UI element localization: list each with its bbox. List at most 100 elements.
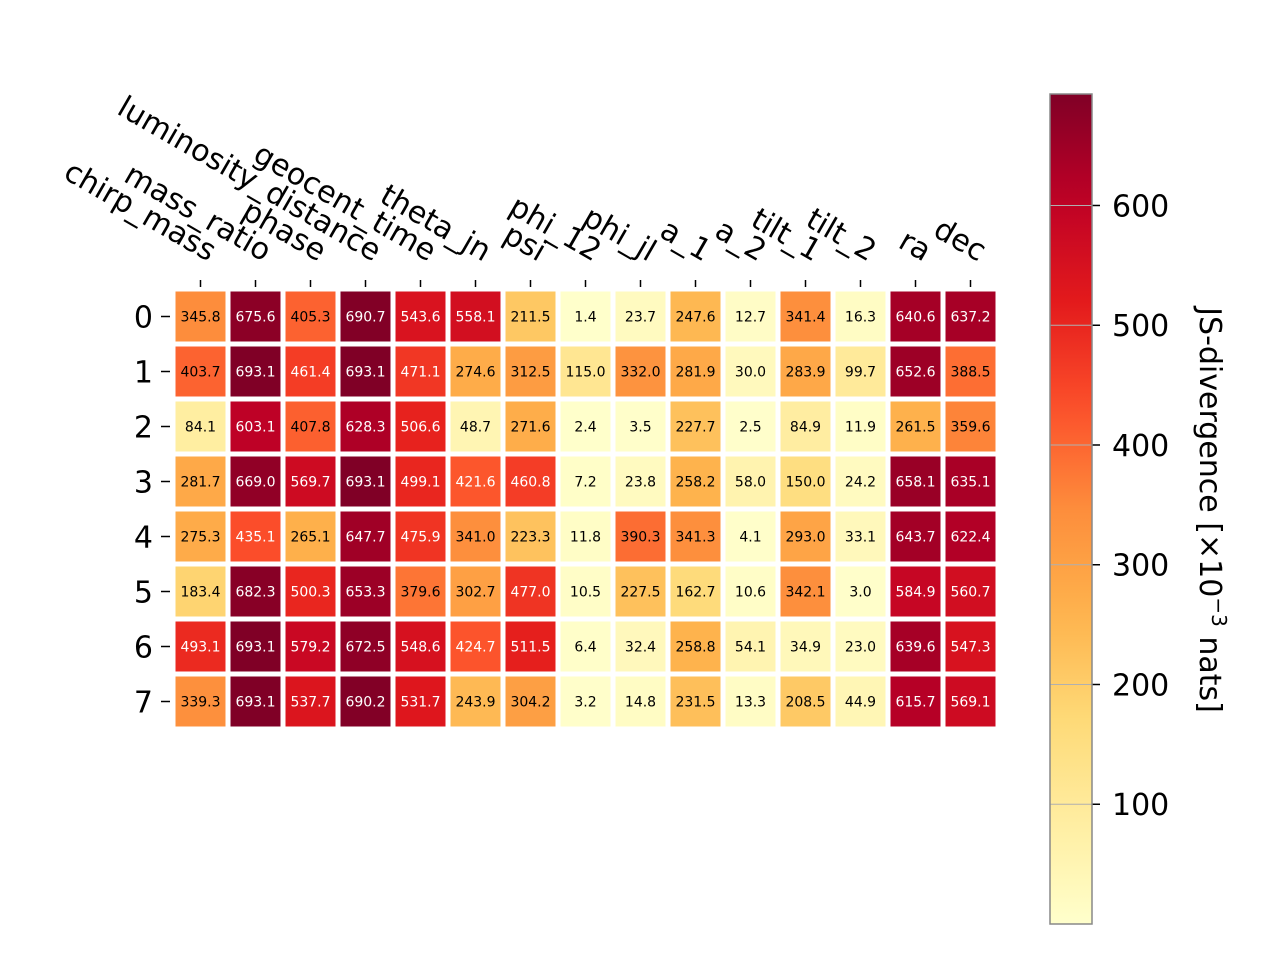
- heatmap-cell: [670, 346, 721, 397]
- cell-value-label: 312.5: [510, 365, 550, 381]
- cell-value-label: 84.9: [790, 420, 821, 436]
- heatmap-cell: [285, 511, 336, 562]
- cell-value-label: 339.3: [180, 695, 220, 711]
- row-label: 0: [134, 301, 153, 336]
- cell-value-label: 637.2: [950, 310, 990, 326]
- cell-value-label: 635.1: [950, 475, 990, 491]
- cell-value-label: 672.5: [345, 640, 385, 656]
- colorbar-tick-label: 200: [1112, 668, 1169, 703]
- row-label: 7: [134, 686, 153, 721]
- cell-value-label: 271.6: [510, 420, 550, 436]
- cell-value-label: 379.6: [400, 585, 440, 601]
- cell-value-label: 115.0: [565, 365, 605, 381]
- cell-value-label: 622.4: [950, 530, 990, 546]
- cell-value-label: 16.3: [845, 310, 876, 326]
- heatmap-cell: [835, 511, 886, 562]
- colorbar-tick-label: 500: [1112, 309, 1169, 344]
- cell-value-label: 341.3: [675, 530, 715, 546]
- heatmap-cell: [175, 566, 226, 617]
- cell-value-label: 227.7: [675, 420, 715, 436]
- cell-value-label: 690.7: [345, 310, 385, 326]
- colorbar-ticks: 100 200 300 400 500 600: [1050, 189, 1169, 823]
- cell-value-label: 11.8: [570, 530, 601, 546]
- heatmap-cell: [285, 401, 336, 452]
- colorbar-label-suffix: nats]: [1192, 627, 1227, 713]
- heatmap-cell: [340, 676, 391, 727]
- heatmap-cell: [395, 566, 446, 617]
- cell-value-label: 342.1: [785, 585, 825, 601]
- cell-value-label: 682.3: [235, 585, 275, 601]
- cell-value-label: 34.9: [790, 640, 821, 656]
- cell-value-label: 150.0: [785, 475, 825, 491]
- heatmap-cell: [505, 566, 556, 617]
- cell-value-label: 33.1: [845, 530, 876, 546]
- cell-value-label: 10.6: [735, 585, 766, 601]
- heatmap-cell: [780, 566, 831, 617]
- heatmap-cell: [670, 401, 721, 452]
- colorbar-tick-label: 100: [1112, 788, 1169, 823]
- cell-value-label: 23.0: [845, 640, 876, 656]
- colorbar-frame: [1049, 93, 1093, 925]
- cell-value-label: 14.8: [625, 695, 656, 711]
- cell-value-label: 1.4: [574, 310, 596, 326]
- cell-value-label: 258.2: [675, 475, 715, 491]
- cell-value-label: 99.7: [845, 365, 876, 381]
- heatmap-cell: [395, 291, 446, 342]
- heatmap-cell: [395, 346, 446, 397]
- heatmap-cell: [175, 676, 226, 727]
- cell-value-label: 405.3: [290, 310, 330, 326]
- heatmap-cell: [725, 676, 776, 727]
- cell-value-label: 275.3: [180, 530, 220, 546]
- cell-value-label: 511.5: [510, 640, 550, 656]
- colorbar-tick-label: 600: [1112, 189, 1169, 224]
- heatmap-cell: [230, 511, 281, 562]
- heatmap-cell: [450, 456, 501, 507]
- heatmap-cell: [890, 621, 941, 672]
- row-label: 4: [134, 521, 153, 556]
- heatmap-cell: [450, 566, 501, 617]
- cell-value-label: 407.8: [290, 420, 330, 436]
- cell-value-label: 471.1: [400, 365, 440, 381]
- cell-value-label: 211.5: [510, 310, 550, 326]
- heatmap-cell: [340, 401, 391, 452]
- heatmap-cell: [670, 566, 721, 617]
- heatmap-cell: [615, 401, 666, 452]
- heatmap-cell: [450, 401, 501, 452]
- heatmap-cell: [505, 621, 556, 672]
- row-label: 3: [134, 466, 153, 501]
- heatmap-cell: [285, 291, 336, 342]
- heatmap-cell: [505, 456, 556, 507]
- heatmap-cell: [340, 346, 391, 397]
- heatmap-cell: [560, 621, 611, 672]
- heatmap-cell: [175, 621, 226, 672]
- heatmap-cell: [285, 456, 336, 507]
- cell-value-label: 48.7: [460, 420, 491, 436]
- cell-value-label: 3.5: [629, 420, 651, 436]
- heatmap-cell: [725, 291, 776, 342]
- heatmap-cell: [835, 566, 886, 617]
- heatmap-cell: [395, 676, 446, 727]
- heatmap-cell: [175, 401, 226, 452]
- heatmap-cell: [725, 566, 776, 617]
- heatmap-cell: [505, 511, 556, 562]
- cell-value-label: 227.5: [620, 585, 660, 601]
- cell-value-label: 628.3: [345, 420, 385, 436]
- cell-value-label: 341.4: [785, 310, 825, 326]
- heatmap-cell: [175, 456, 226, 507]
- heatmap-cell: [890, 346, 941, 397]
- cell-value-label: 658.1: [895, 475, 935, 491]
- heatmap-cell: [615, 511, 666, 562]
- heatmap-cell: [780, 456, 831, 507]
- heatmap-cell: [230, 676, 281, 727]
- heatmap-cell: [395, 621, 446, 672]
- colorbar-tick-label: 300: [1112, 549, 1169, 584]
- cell-value-label: 12.7: [735, 310, 766, 326]
- heatmap-cell: [285, 621, 336, 672]
- heatmap-cell: [560, 511, 611, 562]
- heatmap-cell: [835, 346, 886, 397]
- heatmap-cell: [780, 511, 831, 562]
- cell-value-label: 345.8: [180, 310, 220, 326]
- heatmap-cell: [725, 456, 776, 507]
- heatmap-cell: [890, 676, 941, 727]
